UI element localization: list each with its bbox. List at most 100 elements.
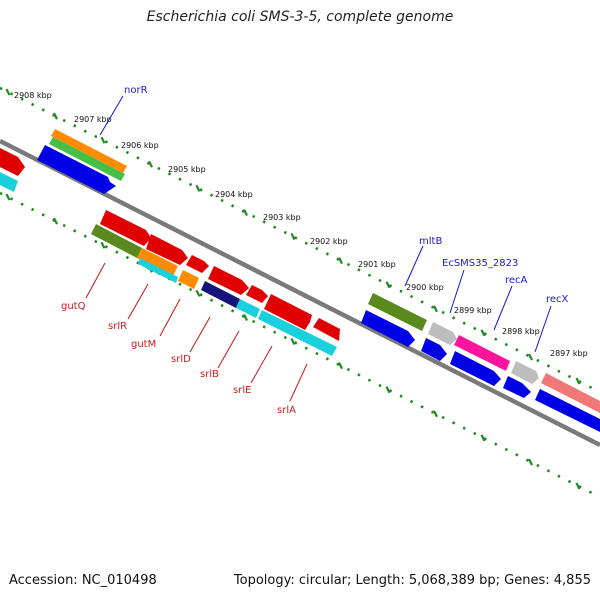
kbp-label: 2904 kbp [215, 190, 253, 199]
gene-label-recA[interactable]: recA [505, 275, 528, 286]
leader-line-gutM [159, 298, 181, 337]
major-tick [53, 217, 58, 225]
leader-line-recA [493, 285, 513, 331]
gene-feature-red[interactable] [0, 148, 25, 176]
accession-text: Accession: NC_010498 [9, 573, 157, 588]
leader-line-srlB [217, 330, 240, 369]
gene-label-srlE[interactable]: srlE [233, 385, 251, 396]
leader-line-srlD [189, 316, 211, 353]
kbp-scale: 2908 kbp 2907 kbp 2906 kbp 2905 kbp 2904… [14, 91, 588, 358]
gene-feature-orange[interactable] [51, 129, 127, 173]
kbp-label: 2906 kbp [121, 141, 159, 150]
major-tick [290, 233, 296, 241]
major-tick [433, 410, 438, 418]
major-tick [480, 329, 486, 337]
gene-feature-blue[interactable] [450, 351, 501, 386]
major-tick [385, 386, 391, 394]
gene-feature-blue[interactable] [421, 338, 447, 361]
kbp-label: 2908 kbp [14, 91, 52, 100]
kbp-label: 2902 kbp [310, 237, 348, 246]
gene-labels: norR mltB EcSMS35_2823 recA recX gutQ sr… [61, 85, 569, 416]
major-tick [338, 257, 343, 265]
gene-feature-navy[interactable] [201, 281, 240, 308]
features [0, 129, 600, 432]
gene-feature-red[interactable] [246, 285, 268, 303]
major-tick [53, 112, 58, 120]
gene-label-srlR[interactable]: srlR [108, 321, 127, 332]
gene-feature-red[interactable] [100, 210, 151, 246]
leader-line-mltB [404, 245, 424, 287]
major-tick [433, 305, 438, 313]
gene-feature-orange[interactable] [178, 270, 199, 289]
major-tick [100, 136, 106, 144]
gene-feature-olive[interactable] [91, 224, 142, 258]
major-tick [385, 281, 391, 289]
gene-feature-blue[interactable] [503, 376, 531, 398]
leader-line-EcSMS35_2823 [449, 269, 465, 314]
kbp-label: 2900 kbp [406, 283, 444, 292]
gene-feature-red[interactable] [313, 318, 340, 341]
gene-feature-gray[interactable] [428, 322, 457, 345]
gene-feature-orange[interactable] [137, 248, 178, 276]
major-tick [290, 338, 296, 346]
major-tick [5, 193, 11, 201]
leader-line-gutQ [85, 262, 106, 299]
leader-lines [85, 95, 552, 402]
major-tick [195, 184, 201, 192]
gene-feature-red[interactable] [146, 234, 188, 265]
major-ticks [5, 88, 581, 490]
gene-feature-red[interactable] [186, 255, 209, 273]
upper-tick-track [0, 86, 600, 394]
major-tick [243, 313, 248, 321]
kbp-label: 2907 kbp [74, 115, 112, 124]
major-tick [528, 353, 533, 361]
major-tick [338, 362, 343, 370]
kbp-label: 2903 kbp [263, 213, 301, 222]
gene-feature-cyan[interactable] [258, 310, 337, 356]
gene-feature-cyan[interactable] [138, 258, 178, 283]
major-tick [575, 377, 581, 385]
gene-feature-blue[interactable] [361, 310, 415, 347]
major-tick [5, 88, 11, 96]
gene-label-gutM[interactable]: gutM [131, 339, 156, 350]
gene-label-srlA[interactable]: srlA [277, 405, 296, 416]
major-tick [100, 241, 106, 249]
gene-label-EcSMS35_2823[interactable]: EcSMS35_2823 [442, 258, 518, 269]
leader-line-srlR [127, 283, 149, 320]
kbp-label: 2897 kbp [550, 349, 588, 358]
gene-feature-salmon[interactable] [541, 373, 600, 413]
major-tick [480, 434, 486, 442]
kbp-label: 2898 kbp [502, 327, 540, 336]
leader-line-norR [99, 95, 124, 136]
gene-feature-red[interactable] [264, 294, 312, 330]
gene-feature-red[interactable] [208, 266, 249, 295]
leader-line-recX [534, 305, 552, 353]
gene-label-gutQ[interactable]: gutQ [61, 301, 86, 312]
gene-feature-gray[interactable] [511, 361, 539, 384]
gene-label-mltB[interactable]: mltB [419, 236, 442, 247]
kbp-label: 2901 kbp [358, 260, 396, 269]
gene-label-norR[interactable]: norR [124, 85, 148, 96]
gene-label-srlD[interactable]: srlD [171, 354, 191, 365]
gene-feature-cyan[interactable] [0, 172, 18, 192]
gene-label-srlB[interactable]: srlB [200, 369, 219, 380]
kbp-label: 2899 kbp [454, 306, 492, 315]
gene-feature-blue[interactable] [37, 145, 116, 194]
gene-label-recX[interactable]: recX [546, 294, 569, 305]
major-tick [148, 160, 153, 168]
major-tick [575, 482, 581, 490]
major-tick [195, 289, 201, 297]
leader-line-srlA [289, 363, 308, 402]
gene-feature-blue[interactable] [535, 389, 600, 432]
kbp-label: 2905 kbp [168, 165, 206, 174]
major-tick [528, 458, 533, 466]
gene-feature-cyan[interactable] [236, 299, 260, 318]
genome-summary-text: Topology: circular; Length: 5,068,389 bp… [233, 573, 591, 588]
major-tick [243, 208, 248, 216]
lower-tick-track [0, 191, 600, 499]
gene-feature-green[interactable] [49, 137, 125, 181]
gene-feature-magenta[interactable] [454, 335, 510, 371]
gene-feature-olive[interactable] [368, 293, 427, 331]
leader-line-srlE [250, 345, 273, 384]
